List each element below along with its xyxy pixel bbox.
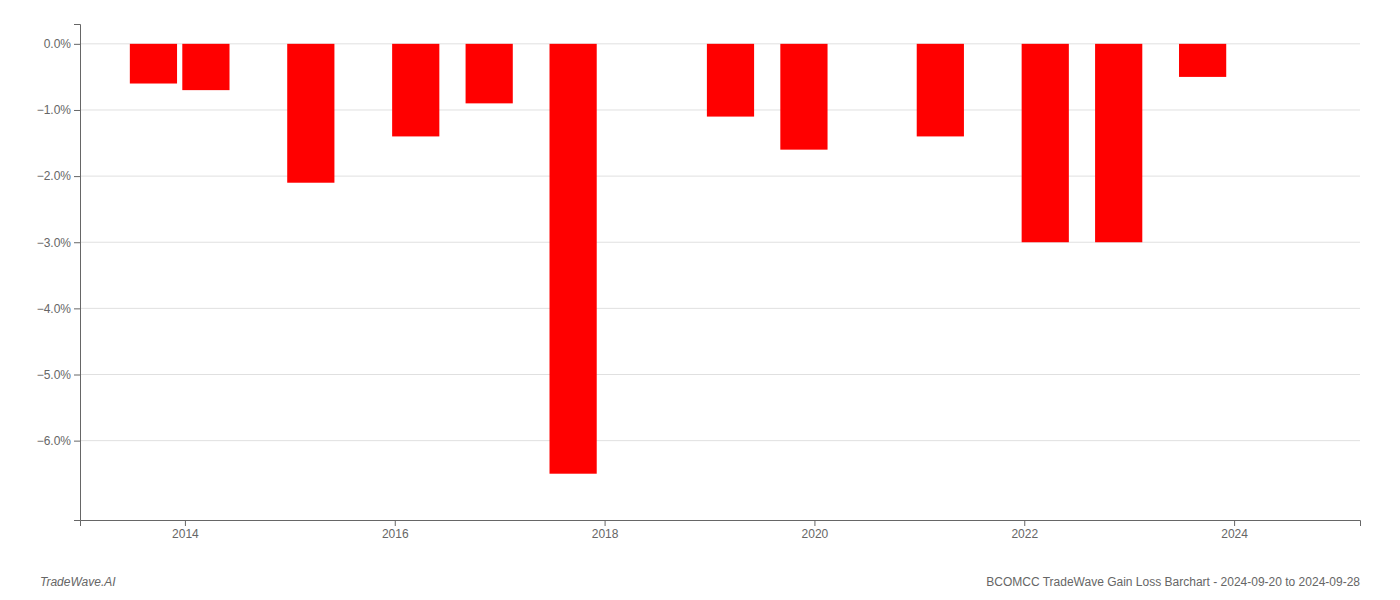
x-tick-mark	[185, 520, 186, 526]
grid-line	[80, 176, 1360, 177]
y-tick-label: −4.0%	[37, 302, 72, 316]
x-tick-mark	[605, 520, 606, 526]
bar	[130, 44, 177, 84]
y-tick: −3.0%	[37, 236, 80, 250]
chart-svg: 0.0%−1.0%−2.0%−3.0%−4.0%−5.0%−6.0%201420…	[0, 0, 1400, 600]
x-tick-label: 2020	[802, 527, 829, 541]
bar	[392, 44, 439, 137]
y-tick: −1.0%	[37, 103, 80, 117]
plot-area: 0.0%−1.0%−2.0%−3.0%−4.0%−5.0%−6.0%201420…	[37, 25, 1361, 541]
bar	[917, 44, 964, 137]
y-tick-mark	[74, 44, 80, 45]
x-tick: 2022	[1011, 520, 1038, 541]
grid-line	[80, 374, 1360, 375]
x-tick: 2018	[592, 520, 619, 541]
y-tick-label: 0.0%	[44, 37, 72, 51]
x-axis: 2014 2016 2018 2020 2022 2024	[81, 520, 1361, 541]
y-tick: −5.0%	[37, 368, 80, 382]
chart-container: 0.0%−1.0%−2.0%−3.0%−4.0%−5.0%−6.0%201420…	[0, 0, 1400, 600]
y-tick-label: −5.0%	[37, 368, 72, 382]
y-tick-mark	[74, 110, 80, 111]
x-axis-line	[81, 521, 1361, 527]
bar	[1179, 44, 1226, 77]
x-tick: 2014	[172, 520, 199, 541]
bar	[550, 44, 597, 474]
bar	[780, 44, 827, 150]
bar	[466, 44, 513, 104]
y-tick-mark	[74, 441, 80, 442]
grid-line	[80, 308, 1360, 309]
x-tick-label: 2018	[592, 527, 619, 541]
y-axis: 0.0% −1.0% −2.0% −3.0% −4.0% −5.0% −6.0%	[37, 25, 81, 521]
x-tick-label: 2016	[382, 527, 409, 541]
bars	[130, 44, 1226, 474]
x-tick-mark	[395, 520, 396, 526]
x-tick-mark	[1234, 520, 1235, 526]
grid-line	[80, 242, 1360, 243]
grid-line	[80, 440, 1360, 441]
grid	[80, 44, 1360, 441]
x-tick-mark	[1024, 520, 1025, 526]
bar	[707, 44, 754, 117]
y-tick: −4.0%	[37, 302, 80, 316]
y-tick-mark	[74, 375, 80, 376]
y-tick-label: −2.0%	[37, 169, 72, 183]
y-tick-label: −6.0%	[37, 434, 72, 448]
bar	[1095, 44, 1142, 242]
y-tick-label: −1.0%	[37, 103, 72, 117]
x-tick-label: 2014	[172, 527, 199, 541]
x-tick: 2020	[802, 520, 829, 541]
x-tick-label: 2024	[1221, 527, 1248, 541]
y-tick-mark	[74, 176, 80, 177]
y-tick: −6.0%	[37, 434, 80, 448]
bar	[1022, 44, 1069, 242]
y-tick-label: −3.0%	[37, 236, 72, 250]
bar	[182, 44, 229, 90]
bar	[287, 44, 334, 183]
x-tick: 2024	[1221, 520, 1248, 541]
y-axis-line	[74, 25, 81, 521]
watermark: BCOMCC TradeWave Gain Loss Barchart - 20…	[986, 575, 1360, 589]
x-tick: 2016	[382, 520, 409, 541]
watermark: TradeWave.AI	[40, 575, 116, 589]
y-tick: 0.0%	[44, 37, 80, 51]
y-tick: −2.0%	[37, 169, 80, 183]
y-tick-mark	[74, 308, 80, 309]
annotations: TradeWave.AI BCOMCC TradeWave Gain Loss B…	[40, 575, 1360, 589]
x-tick-mark	[814, 520, 815, 526]
y-tick-mark	[74, 242, 80, 243]
x-tick-label: 2022	[1011, 527, 1038, 541]
